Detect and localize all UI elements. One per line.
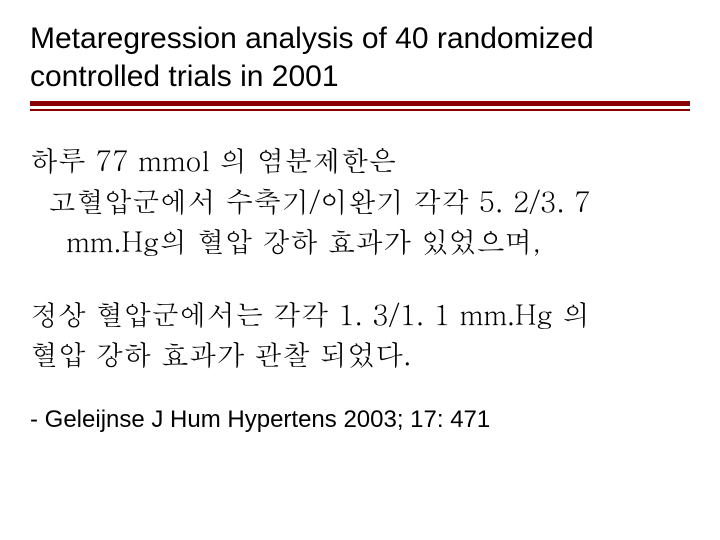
paragraph-1: 하루 77 mmol 의 염분제한은 고혈압군에서 수축기/이완기 각각 5. … [30, 139, 690, 261]
para2-line2: 혈압 강하 효과가 관찰 되었다. [30, 333, 411, 373]
para1-line3: mm.Hg의 혈압 강하 효과가 있었으며, [30, 220, 690, 261]
title-underline [30, 101, 690, 111]
citation: - Geleijnse J Hum Hypertens 2003; 17: 47… [30, 406, 690, 434]
rule-thin [30, 109, 690, 111]
para1-line1: 하루 77 mmol 의 염분제한은 [30, 139, 397, 179]
paragraph-2: 정상 혈압군에서는 각각 1. 3/1. 1 mm.Hg 의 혈압 강하 효과가… [30, 293, 690, 374]
para1-line2: 고혈압군에서 수축기/이완기 각각 5. 2/3. 7 [30, 180, 690, 221]
slide-title: Metaregression analysis of 40 randomized… [30, 20, 690, 95]
para2-line1: 정상 혈압군에서는 각각 1. 3/1. 1 mm.Hg 의 [30, 293, 590, 333]
rule-thick [30, 101, 690, 106]
